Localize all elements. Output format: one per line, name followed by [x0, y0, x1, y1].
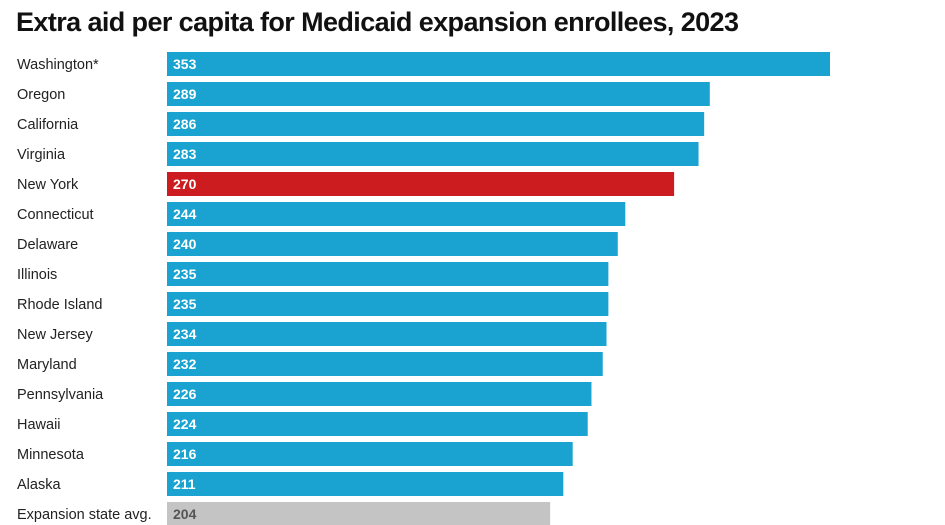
value-label-california: 286 [173, 116, 197, 132]
bar-illinois [167, 262, 609, 286]
bar-row-washington: Washington* 353 [17, 52, 830, 76]
bar-row-pennsylvania: Pennsylvania 226 [17, 382, 592, 406]
value-label-minnesota: 216 [173, 446, 197, 462]
value-label-virginia: 283 [173, 146, 197, 162]
value-label-pennsylvania: 226 [173, 386, 197, 402]
category-label-hawaii: Hawaii [17, 417, 61, 433]
category-label-new-jersey: New Jersey [17, 327, 93, 343]
bar-new-jersey [167, 322, 607, 346]
bar-oregon [167, 82, 710, 106]
bar-row-california: California 286 [17, 112, 705, 136]
bar-row-connecticut: Connecticut 244 [17, 202, 626, 226]
value-label-oregon: 289 [173, 86, 197, 102]
bar-california [167, 112, 705, 136]
value-label-washington: 353 [173, 56, 197, 72]
bar-hawaii [167, 412, 588, 436]
bar-row-maryland: Maryland 232 [17, 352, 603, 376]
category-label-washington: Washington* [17, 57, 99, 73]
value-label-connecticut: 244 [173, 206, 197, 222]
bar-washington [167, 52, 830, 76]
value-label-hawaii: 224 [173, 416, 197, 432]
bar-row-illinois: Illinois 235 [17, 262, 609, 286]
value-label-alaska: 211 [173, 476, 196, 492]
bar-alaska [167, 472, 564, 496]
category-label-connecticut: Connecticut [17, 207, 94, 223]
bar-row-delaware: Delaware 240 [17, 232, 618, 256]
bar-rhode-island [167, 292, 609, 316]
category-label-virginia: Virginia [17, 147, 66, 163]
bar-row-new-york: New York 270 [17, 172, 675, 196]
bar-row-minnesota: Minnesota 216 [17, 442, 573, 466]
category-label-expansion-state-avg: Expansion state avg. [17, 507, 152, 523]
bar-row-rhode-island: Rhode Island 235 [17, 292, 609, 316]
category-label-new-york: New York [17, 177, 79, 193]
bar-minnesota [167, 442, 573, 466]
category-label-alaska: Alaska [17, 477, 61, 493]
category-label-rhode-island: Rhode Island [17, 297, 102, 313]
value-label-illinois: 235 [173, 266, 197, 282]
bars-group: Washington* 353 Oregon 289 California 286 Virg… [17, 52, 830, 525]
bar-virginia [167, 142, 699, 166]
category-label-delaware: Delaware [17, 237, 78, 253]
bar-row-alaska: Alaska 211 [17, 472, 564, 496]
chart-title: Extra aid per capita for Medicaid expans… [16, 7, 739, 37]
bar-row-virginia: Virginia 283 [17, 142, 699, 166]
category-label-maryland: Maryland [17, 357, 77, 373]
bar-expansion-state-avg [167, 502, 551, 525]
category-label-pennsylvania: Pennsylvania [17, 387, 104, 403]
category-label-minnesota: Minnesota [17, 447, 85, 463]
bar-new-york [167, 172, 675, 196]
bar-delaware [167, 232, 618, 256]
value-label-new-jersey: 234 [173, 326, 197, 342]
bar-row-oregon: Oregon 289 [17, 82, 710, 106]
category-label-illinois: Illinois [17, 267, 57, 283]
value-label-new-york: 270 [173, 176, 197, 192]
bar-row-hawaii: Hawaii 224 [17, 412, 588, 436]
value-label-maryland: 232 [173, 356, 197, 372]
bar-row-expansion-state-avg: Expansion state avg. 204 [17, 502, 551, 525]
category-label-california: California [17, 117, 79, 133]
value-label-rhode-island: 235 [173, 296, 197, 312]
value-label-expansion-state-avg: 204 [173, 506, 197, 522]
bar-pennsylvania [167, 382, 592, 406]
bar-maryland [167, 352, 603, 376]
value-label-delaware: 240 [173, 236, 197, 252]
bar-connecticut [167, 202, 626, 226]
bar-row-new-jersey: New Jersey 234 [17, 322, 607, 346]
category-label-oregon: Oregon [17, 87, 65, 103]
